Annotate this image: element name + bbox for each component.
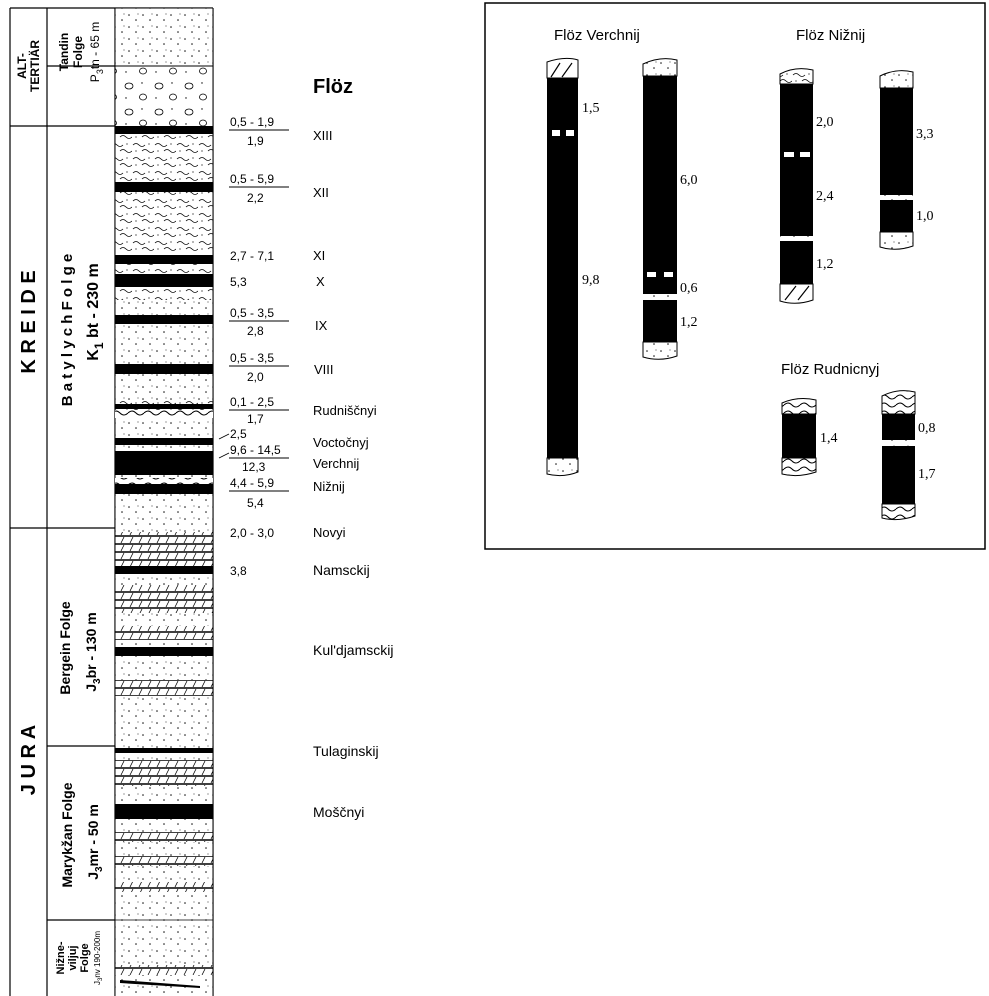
thickness-x: 5,3 xyxy=(230,275,247,289)
seam-name-xi: XI xyxy=(313,248,325,263)
formation-marykzan-name: Marykžan Folge xyxy=(59,782,75,887)
inset-title-niznij: Flöz Nižnij xyxy=(796,27,865,44)
coal-seam-kuldjamsckij xyxy=(115,647,213,656)
coal-seam-rudniscnyi xyxy=(115,404,213,409)
thickness-xi: 2,7 - 7,1 xyxy=(230,249,274,263)
thickness-novyi: 2,0 - 3,0 xyxy=(230,526,274,540)
coal-seam-xiii xyxy=(115,126,213,134)
formation-niznevilju-line1: Nižne- xyxy=(55,941,67,974)
seam-name-rudniscnyi: Rudniščnyi xyxy=(313,403,377,418)
thickness-avg-verchnij: 12,3 xyxy=(242,460,266,474)
profile-rudnicnyj-1 xyxy=(781,398,817,477)
formation-batylych-code: K1 bt - 230 m xyxy=(85,263,106,360)
thickness-avg-xii: 2,2 xyxy=(247,191,264,205)
thickness-range-viii: 0,5 - 3,5 xyxy=(230,351,274,365)
thickness-range-rudniscnyi: 0,1 - 2,5 xyxy=(230,395,274,409)
era-alttertiar-line1: ALT- xyxy=(15,53,29,79)
profile-rudnicnyj-2 xyxy=(881,390,916,521)
seam-name-namsckij: Namsckij xyxy=(313,562,370,578)
thickness-range-verchnij: 9,6 - 14,5 xyxy=(230,443,281,457)
formation-bergein-name: Bergein Folge xyxy=(57,601,73,695)
era-alttertiar-line2: TERTIÄR xyxy=(27,40,42,92)
era-kreide: K R E I D E xyxy=(18,270,40,373)
inset-value-niznij-2: 2,4 xyxy=(816,189,834,204)
era-jura: J U R A xyxy=(18,725,40,795)
thickness-avg-xiii: 1,9 xyxy=(247,134,264,148)
coal-seam-verchnij xyxy=(115,451,213,475)
inset-value-verchnij-1: 1,5 xyxy=(582,101,600,116)
thickness-namsckij: 3,8 xyxy=(230,564,247,578)
inset-title-rudnicnyj: Flöz Rudnicnyj xyxy=(781,361,879,378)
era-labels: ALT- TERTIÄR K R E I D E J U R A xyxy=(15,40,42,796)
inset-value-rudnicnyj-3: 1,7 xyxy=(918,467,936,482)
seam-name-xiii: XIII xyxy=(313,128,333,143)
inset-panel: Flöz Verchnij Flöz Nižnij Flöz Rudnicnyj xyxy=(484,2,986,550)
inset-value-verchnij-5: 1,2 xyxy=(680,315,698,330)
formation-niznevilju-line3: Folge xyxy=(79,943,91,972)
coal-seam-niznij xyxy=(115,484,213,494)
coal-seam-viii xyxy=(115,364,213,374)
thickness-avg-viii: 2,0 xyxy=(247,370,264,384)
profile-verchnij-1 xyxy=(546,57,579,477)
seam-name-voctocnyj: Voctočnyj xyxy=(313,435,369,450)
formation-tandin-line2: Folge xyxy=(71,36,85,68)
inset-value-rudnicnyj-2: 0,8 xyxy=(918,421,936,436)
coal-seam-xi xyxy=(115,255,213,264)
coal-seam-ix xyxy=(115,315,213,324)
inset-value-verchnij-3: 6,0 xyxy=(680,173,698,188)
thickness-avg-rudniscnyi: 1,7 xyxy=(247,412,264,426)
seam-name-viii: VIII xyxy=(314,362,334,377)
inset-value-niznij-5: 1,0 xyxy=(916,209,934,224)
seam-name-x: X xyxy=(316,274,325,289)
seam-name-verchnij: Verchnij xyxy=(313,456,359,471)
formation-batylych-name: B a t y l y c h F o l g e xyxy=(59,254,76,407)
inset-value-verchnij-4: 0,6 xyxy=(680,281,698,296)
profile-verchnij-2 xyxy=(642,58,678,360)
column-frame xyxy=(9,7,214,996)
thickness-avg-ix: 2,8 xyxy=(247,324,264,338)
formation-bergein-code: J3br - 130 m xyxy=(83,612,103,692)
thickness-range-niznij: 4,4 - 5,9 xyxy=(230,476,274,490)
inset-value-niznij-4: 3,3 xyxy=(916,127,934,142)
thickness-range-xii: 0,5 - 5,9 xyxy=(230,172,274,186)
inset-value-verchnij-2: 9,8 xyxy=(582,273,600,288)
lithology-column xyxy=(115,8,213,996)
seam-name-niznij: Nižnij xyxy=(313,479,345,494)
seam-name-moscnyi: Moščnyi xyxy=(313,804,364,820)
seam-annotations: 0,5 - 1,9 1,9 XIII 0,5 - 5,9 2,2 XII 2,7… xyxy=(218,115,393,820)
seam-name-ix: IX xyxy=(315,318,328,333)
seam-name-tulaginskij: Tulaginskij xyxy=(313,743,379,759)
coal-seam-voctocnyj xyxy=(115,438,213,445)
inset-title-verchnij: Flöz Verchnij xyxy=(554,27,640,44)
formation-labels: Tandin Folge P3tn - 65 m B a t y l y c h… xyxy=(55,22,106,985)
thickness-voctocnyj: 2,5 xyxy=(230,427,247,441)
inset-value-niznij-1: 2,0 xyxy=(816,115,834,130)
formation-marykzan-code: J3mr - 50 m xyxy=(85,804,105,880)
coal-seam-namsckij xyxy=(115,566,213,574)
formation-tandin-line1: Tandin xyxy=(57,33,71,71)
profile-niznij-1 xyxy=(779,68,814,304)
seam-name-kuldjamsckij: Kul'djamsckij xyxy=(313,642,393,658)
formation-tandin-code: P3tn - 65 m xyxy=(88,22,105,82)
profile-niznij-2 xyxy=(879,70,914,250)
inset-value-niznij-3: 1,2 xyxy=(816,257,834,272)
coal-seam-tulaginskij xyxy=(115,748,213,753)
thickness-range-ix: 0,5 - 3,5 xyxy=(230,306,274,320)
seam-name-novyi: Novyi xyxy=(313,525,346,540)
coal-seam-xii xyxy=(115,182,213,192)
seam-name-xii: XII xyxy=(313,185,329,200)
formation-niznevilju-line2: viljuj xyxy=(67,945,79,970)
coal-seam-moscnyi xyxy=(115,804,213,819)
formation-niznevilju-code: J3nv 190-200m xyxy=(93,931,104,985)
inset-values: 1,5 9,8 6,0 0,6 1,2 2,0 2,4 1,2 3,3 1,0 … xyxy=(582,101,936,482)
thickness-range-xiii: 0,5 - 1,9 xyxy=(230,115,274,129)
thickness-avg-niznij: 5,4 xyxy=(247,496,264,510)
coal-seam-x xyxy=(115,274,213,287)
inset-value-rudnicnyj-1: 1,4 xyxy=(820,431,838,446)
floz-heading: Flöz xyxy=(313,76,353,98)
